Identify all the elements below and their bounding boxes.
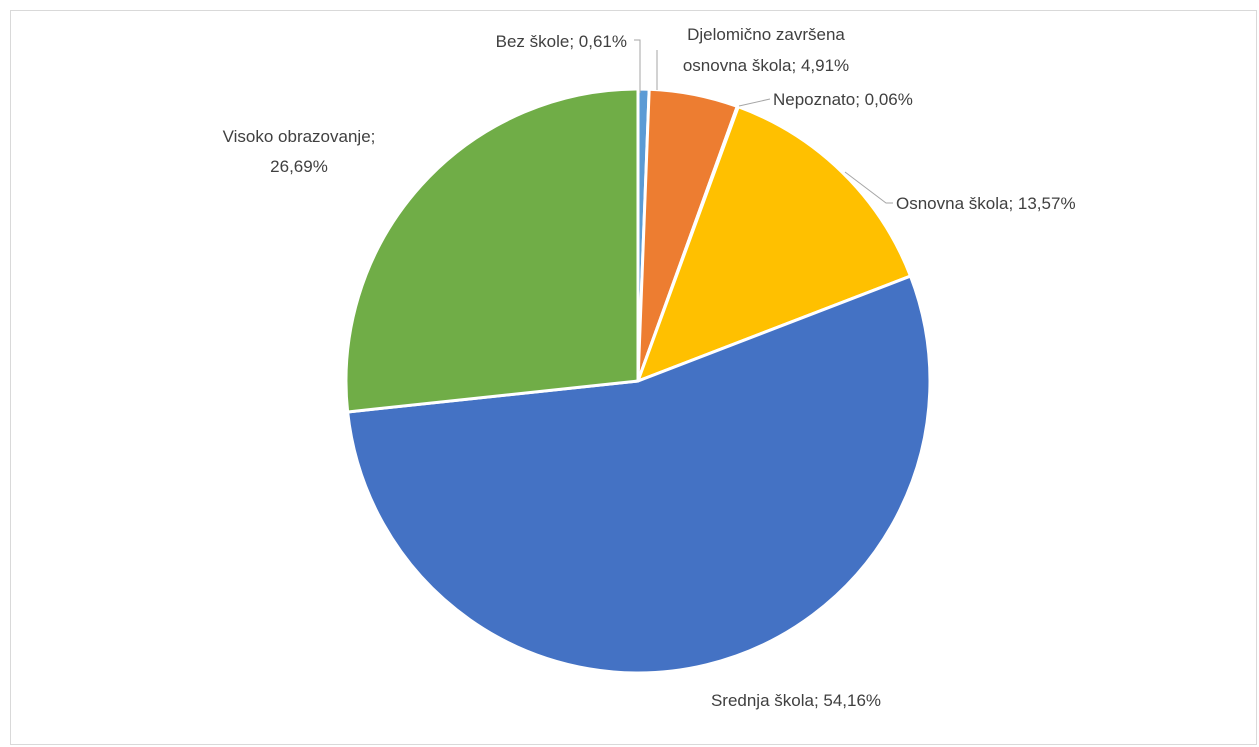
data-label-osnovna: Osnovna škola; 13,57% <box>896 194 1076 213</box>
data-label-bez-skole: Bez škole; 0,61% <box>496 32 627 51</box>
pie-slices <box>344 87 932 675</box>
data-label-srednja: Srednja škola; 54,16% <box>711 691 881 710</box>
data-label-visoko-line1: Visoko obrazovanje; <box>223 127 376 146</box>
leader-line-nepoznato <box>738 98 771 107</box>
leader-line-osnovna <box>844 171 893 204</box>
data-labels: Bez škole; 0,61% Djelomično završena osn… <box>223 25 1076 710</box>
data-label-djelomicno-line2: osnovna škola; 4,91% <box>683 56 849 75</box>
leader-lines <box>634 39 893 204</box>
pie-slice-srednja-skola <box>346 274 932 675</box>
pie-slice-osnovna-skola <box>636 105 912 383</box>
pie-slice-visoko-obrazovanje <box>344 87 640 414</box>
data-label-nepoznato: Nepoznato; 0,06% <box>773 90 913 109</box>
data-label-djelomicno-line1: Djelomično završena <box>687 25 845 44</box>
data-label-visoko-line2: 26,69% <box>270 157 328 176</box>
leader-line-bez-skole <box>634 39 641 93</box>
